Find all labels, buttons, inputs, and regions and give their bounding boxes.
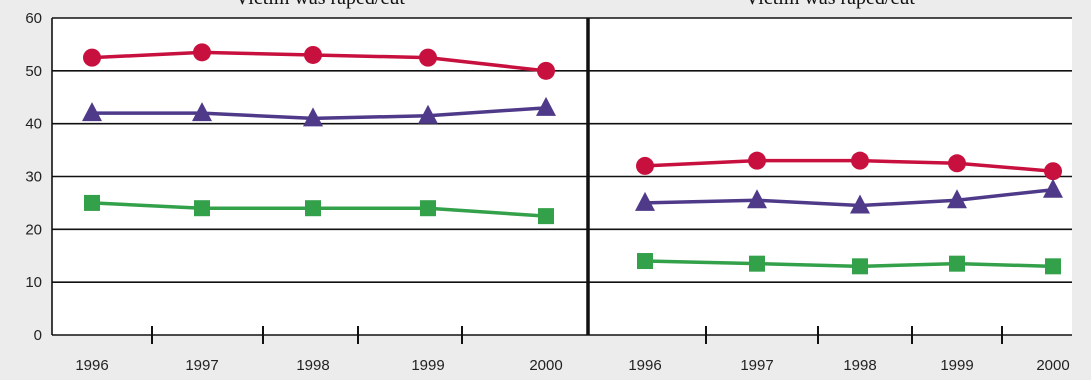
data-point-square <box>194 200 210 217</box>
y-tick-label: 10 <box>25 274 42 291</box>
x-tick-label: 1996 <box>628 357 661 374</box>
data-point-circle <box>304 45 322 64</box>
data-point-square <box>637 253 653 270</box>
x-tick-label: 1998 <box>843 357 876 374</box>
chart-panel-2: Victim was raped/cut 1996 1997 1998 1999 2000 <box>586 0 1072 374</box>
data-point-circle <box>948 154 966 173</box>
data-point-triangle <box>747 189 767 209</box>
data-point-triangle <box>536 96 556 116</box>
y-tick-label: 0 <box>34 327 42 344</box>
series-circle <box>636 151 1062 181</box>
y-tick-label: 60 <box>25 10 42 27</box>
data-point-square <box>84 194 100 211</box>
y-tick-label: 30 <box>25 169 42 186</box>
data-point-triangle <box>192 102 212 122</box>
data-point-circle <box>1044 162 1062 181</box>
data-point-square <box>949 255 965 272</box>
data-point-circle <box>419 48 437 67</box>
x-tick-label: 2000 <box>529 357 562 374</box>
x-tick-label: 1996 <box>75 357 108 374</box>
data-point-circle <box>83 48 101 67</box>
x-tick-label: 2000 <box>1036 357 1069 374</box>
x-tick-label: 1997 <box>740 357 773 374</box>
y-tick-label: 40 <box>25 116 42 133</box>
data-point-triangle <box>82 102 102 122</box>
data-point-square <box>1045 258 1061 275</box>
chart-title: Victim was raped/cut <box>235 0 405 9</box>
series-square <box>637 253 1061 275</box>
data-point-circle <box>537 61 555 80</box>
chart-title: Victim was raped/cut <box>745 0 915 9</box>
data-point-square <box>420 200 436 217</box>
data-point-triangle <box>850 194 870 214</box>
data-point-square <box>749 255 765 272</box>
data-point-square <box>852 258 868 275</box>
data-point-triangle <box>418 104 438 124</box>
x-tick-label: 1997 <box>185 357 218 374</box>
chart-panel-1: Victim was raped/cut 0 10 20 30 40 50 60 1996 199… <box>25 0 588 374</box>
data-point-triangle <box>1043 178 1063 198</box>
data-point-triangle <box>635 191 655 211</box>
data-point-triangle <box>947 189 967 209</box>
series-square <box>84 194 554 225</box>
series-triangle <box>635 178 1063 214</box>
y-tick-label: 20 <box>25 221 42 238</box>
series-circle <box>83 43 555 80</box>
data-point-circle <box>193 43 211 62</box>
data-point-triangle <box>303 107 323 127</box>
y-tick-label: 50 <box>25 63 42 80</box>
data-point-circle <box>636 156 654 175</box>
x-tick-label: 1999 <box>940 357 973 374</box>
data-point-circle <box>748 151 766 170</box>
data-point-circle <box>851 151 869 170</box>
series-triangle <box>82 96 556 127</box>
data-point-square <box>538 208 554 225</box>
data-point-square <box>305 200 321 217</box>
x-tick-label: 1999 <box>411 357 444 374</box>
x-tick-label: 1998 <box>296 357 329 374</box>
